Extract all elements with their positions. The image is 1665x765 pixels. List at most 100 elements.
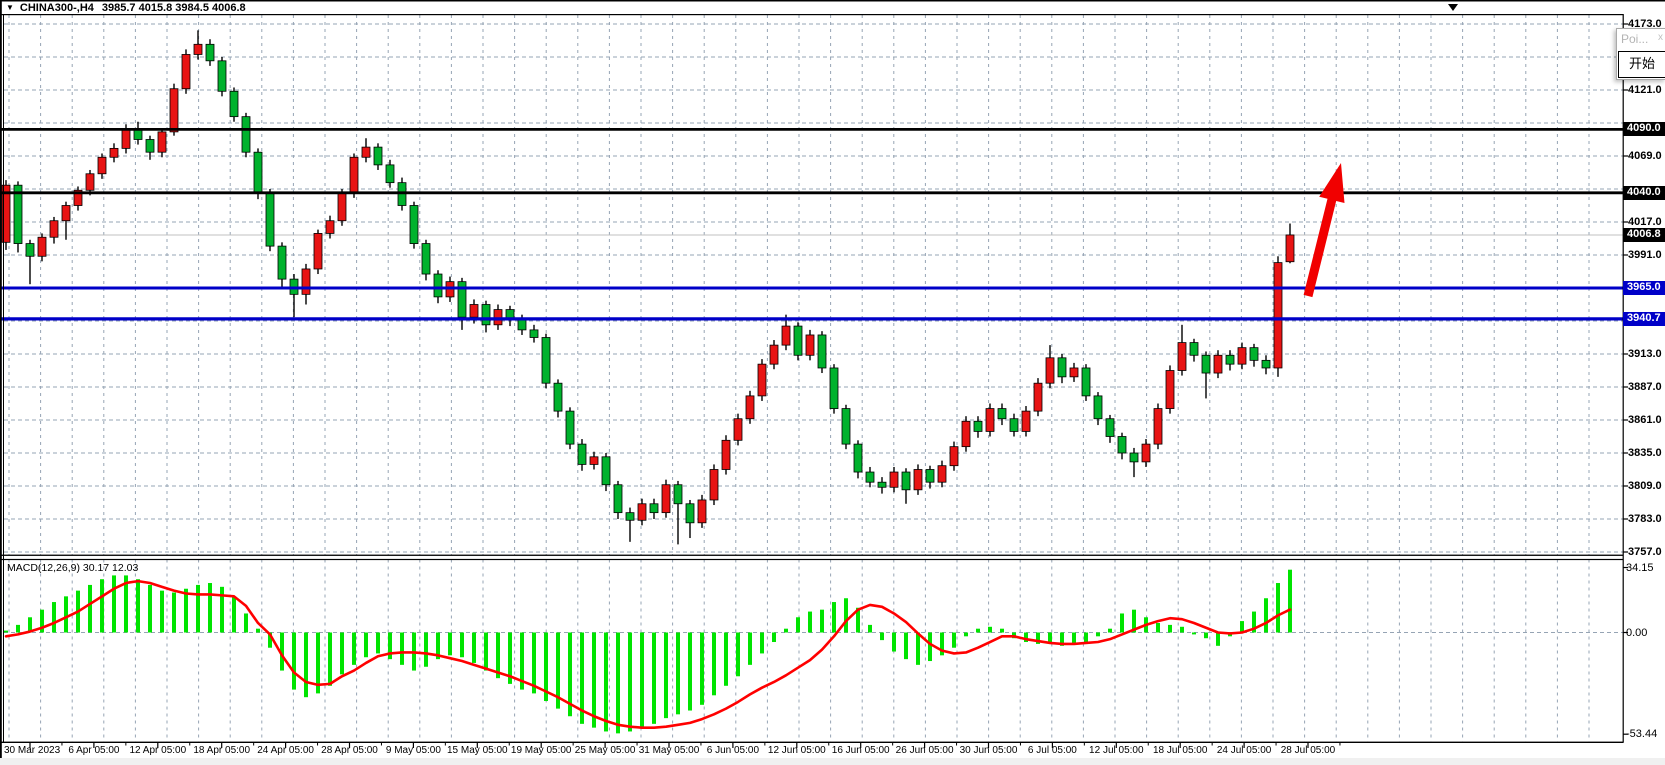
- candle-body: [97, 156, 107, 175]
- macd-histogram-bar: [904, 632, 908, 660]
- macd-histogram-bar: [268, 632, 272, 648]
- candle-body: [457, 281, 467, 318]
- symbol-dropdown-icon[interactable]: ▼: [6, 3, 14, 12]
- candle-body: [145, 139, 155, 153]
- candle-body: [553, 382, 563, 412]
- macd-histogram-bar: [736, 632, 740, 677]
- candle-body: [685, 503, 695, 524]
- candle-body: [1201, 354, 1211, 374]
- candle-body: [997, 408, 1007, 420]
- candle-body: [481, 304, 491, 326]
- macd-histogram-bar: [856, 607, 860, 633]
- chart-title: ▼ CHINA300-,H4 3985.7 4015.8 3984.5 4006.8: [6, 2, 246, 14]
- candle-body: [829, 367, 839, 409]
- macd-histogram-bar: [544, 632, 548, 702]
- macd-histogram-bar: [52, 602, 56, 633]
- macd-histogram-bar: [760, 632, 764, 654]
- macd-histogram-bar: [712, 632, 716, 696]
- candle-body: [205, 43, 215, 62]
- candle-body: [37, 236, 47, 257]
- macd-histogram-bar: [1288, 569, 1292, 633]
- candle-body: [889, 471, 899, 488]
- macd-histogram-bar: [1204, 632, 1208, 639]
- candle-body: [217, 60, 227, 92]
- candle-body: [613, 484, 623, 514]
- macd-histogram-bar: [28, 617, 32, 633]
- candle-body: [1213, 354, 1223, 374]
- macd-histogram-bar: [1036, 632, 1040, 644]
- macd-histogram-bar: [592, 632, 596, 728]
- start-button[interactable]: 开始: [1618, 51, 1665, 78]
- candle-body: [349, 156, 359, 194]
- macd-histogram-bar: [568, 632, 572, 717]
- macd-histogram-bar: [100, 579, 104, 633]
- macd-histogram-bar: [424, 632, 428, 667]
- macd-histogram-bar: [40, 609, 44, 633]
- macd-histogram-bar: [244, 613, 248, 633]
- macd-histogram-bar: [532, 632, 536, 694]
- macd-histogram-bar: [796, 617, 800, 633]
- levels-layer: [0, 127, 1623, 321]
- candle-body: [637, 503, 647, 521]
- macd-histogram-bar: [352, 632, 356, 665]
- candle-body: [817, 334, 827, 369]
- macd-histogram-bar: [124, 575, 128, 633]
- macd-histogram-bar: [724, 632, 728, 686]
- candle-body: [529, 329, 539, 338]
- macd-histogram-bar: [160, 590, 164, 633]
- candle-body: [1093, 395, 1103, 420]
- candle-body: [109, 147, 119, 158]
- panel-separator-bottom: [0, 558, 1623, 561]
- macd-histogram-bar: [172, 592, 176, 633]
- candle-body: [709, 469, 719, 501]
- candle-body: [169, 88, 179, 133]
- plot-left-border: [3, 14, 4, 742]
- panel-separator-top: [0, 554, 1623, 556]
- macd-histogram-bar: [484, 632, 488, 671]
- macd-histogram-bar: [556, 632, 560, 709]
- macd-histogram-bar: [16, 624, 20, 633]
- candle-body: [601, 456, 611, 486]
- candle-body: [913, 469, 923, 491]
- candle-body: [121, 128, 131, 149]
- candle-body: [1285, 234, 1295, 263]
- macd-histogram-bar: [916, 632, 920, 665]
- macd-histogram-bar: [604, 632, 608, 732]
- candle-body: [421, 243, 431, 275]
- macd-histogram-bar: [580, 632, 584, 724]
- candle-body: [361, 146, 371, 158]
- macd-histogram-bar: [652, 632, 656, 724]
- macd-histogram-bar: [496, 632, 500, 679]
- candle-body: [73, 189, 83, 206]
- candle-body: [85, 173, 95, 191]
- macd-histogram-bar: [1072, 632, 1076, 644]
- macd-histogram-bar: [1096, 632, 1100, 637]
- macd-histogram-bar: [784, 628, 788, 633]
- macd-histogram-bar: [1276, 583, 1280, 633]
- candle-body: [433, 273, 443, 298]
- script-popup[interactable]: Poi... x 开始: [1616, 28, 1665, 80]
- candle-body: [745, 395, 755, 420]
- candle-body: [985, 408, 995, 432]
- candle-body: [949, 446, 959, 467]
- candle-body: [49, 220, 59, 238]
- macd-histogram-bar: [340, 632, 344, 675]
- candle-body: [241, 116, 251, 153]
- macd-histogram-bar: [400, 632, 404, 665]
- candle-body: [493, 309, 503, 326]
- candle-body: [1045, 357, 1055, 384]
- candle-body: [901, 471, 911, 491]
- macd-histogram-bar: [1240, 621, 1244, 633]
- candle-body: [1057, 357, 1067, 378]
- candle-body: [1069, 367, 1079, 378]
- popup-close-icon[interactable]: x: [1658, 32, 1663, 43]
- candle-body: [1153, 408, 1163, 445]
- candle-body: [1273, 262, 1283, 369]
- candle-body: [1021, 410, 1031, 432]
- popup-title: Poi...: [1621, 32, 1649, 46]
- candle-body: [565, 410, 575, 445]
- macd-histogram-bar: [628, 632, 632, 732]
- candle-body: [1129, 452, 1139, 463]
- macd-histogram-bar: [1192, 632, 1196, 635]
